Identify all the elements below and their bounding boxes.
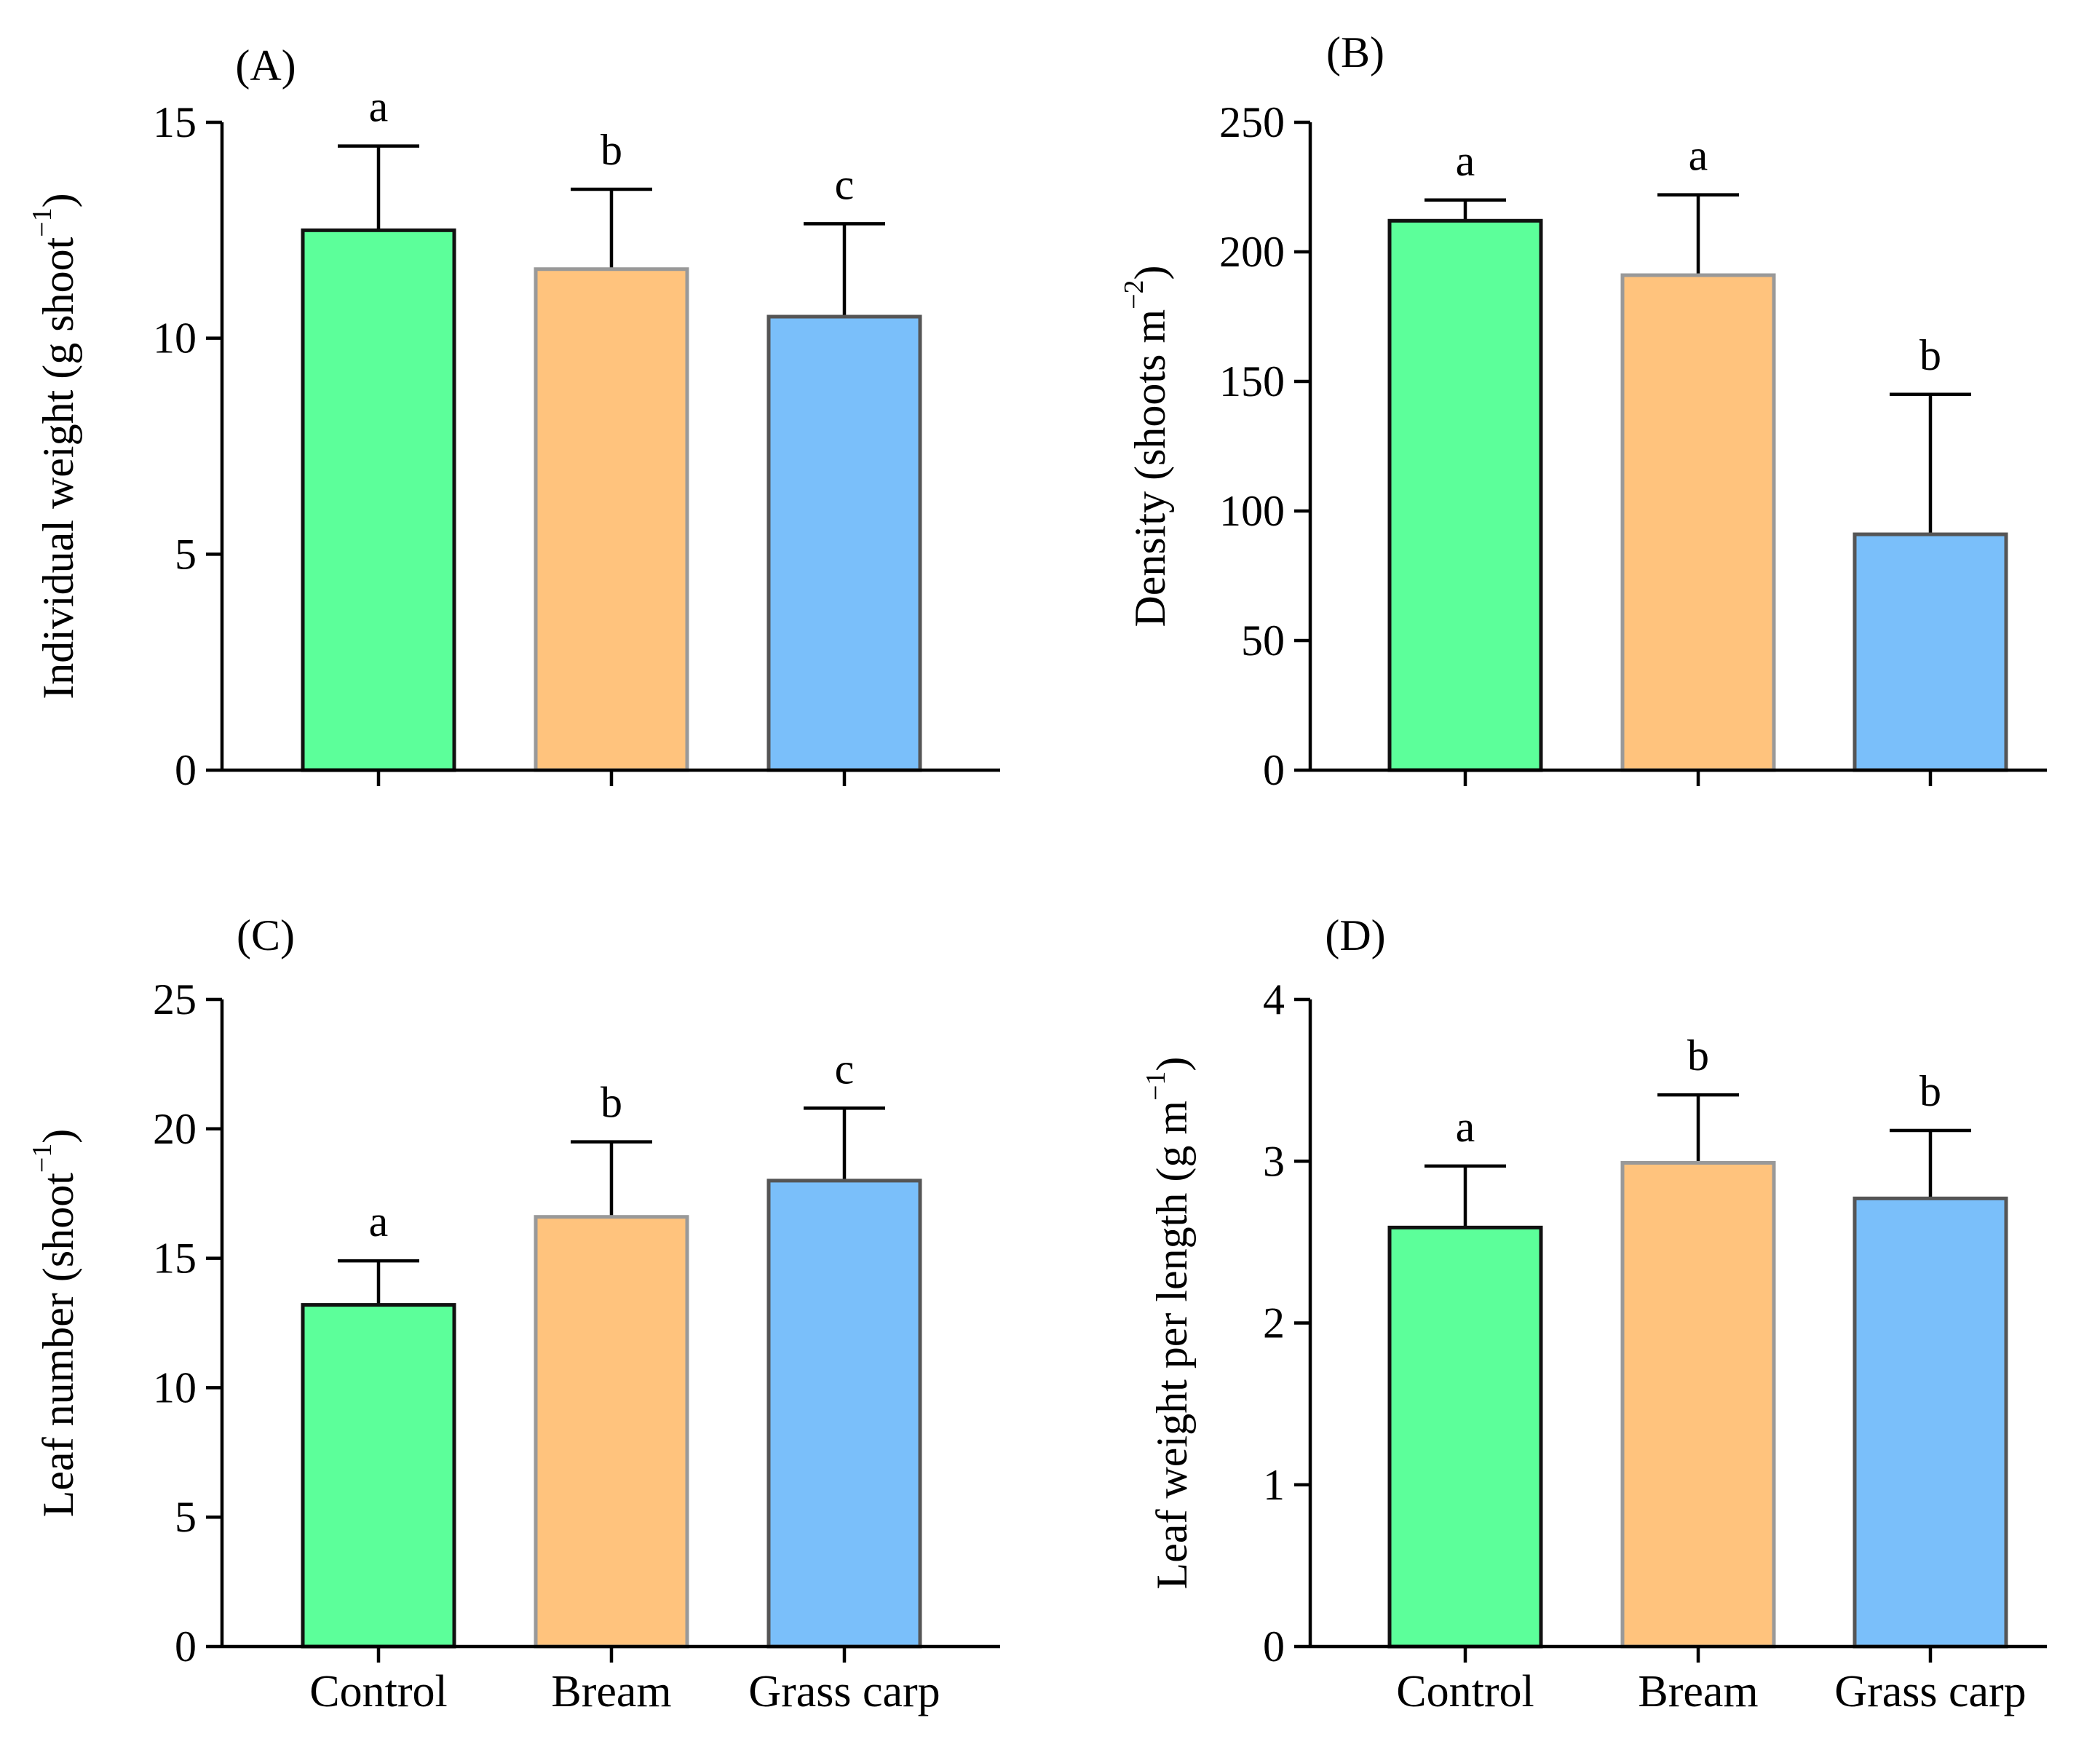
panel-b-ytick-label: 0	[1263, 746, 1285, 794]
panel-d-ytick-label: 0	[1263, 1623, 1285, 1671]
panel-d-y-axis-title: Leaf weight per length (g m−1)	[1141, 1057, 1196, 1590]
panel-a-y-axis-title-close: )	[34, 193, 82, 207]
panel-c-bar-grass-carp	[766, 1178, 922, 1649]
panel-d: (D) a b b 0 1 2 3 4 Control Bream Grass carp Leaf we…	[1141, 911, 2047, 1716]
panel-d-sig-grass-carp: b	[1919, 1067, 1941, 1115]
panel-d-y-axis-title-sup: −1	[1141, 1071, 1171, 1101]
panel-c-category-label-bream: Bream	[551, 1667, 671, 1716]
panel-c-sig-grass-carp: c	[835, 1045, 855, 1093]
panel-a-ytick-label: 5	[175, 530, 197, 578]
panel-b-sig-control: a	[1456, 137, 1475, 185]
panel-b-label: (B)	[1326, 28, 1384, 76]
panel-b-ytick-label: 250	[1219, 98, 1285, 146]
panel-c: (C) a b c 0 5 10 15 20 25 Control Bream Grass carp Le…	[27, 911, 1000, 1716]
panel-b-y-axis-title: Density (shoots m−2)	[1119, 265, 1174, 627]
panel-d-sig-bream: b	[1687, 1031, 1709, 1080]
panel-b: (B) a a b 0 50 100 150 200 250 Density (shoots m−2…	[1119, 28, 2047, 794]
panel-c-category-label-control: Control	[309, 1667, 447, 1716]
panel-d-category-label-bream: Bream	[1638, 1667, 1758, 1716]
panel-b-ytick-label: 150	[1219, 357, 1285, 405]
panel-a-bar-control	[301, 228, 456, 772]
panel-b-ytick-label: 50	[1241, 617, 1285, 665]
panel-c-sig-bream: b	[601, 1079, 622, 1127]
panel-b-ytick-label: 200	[1219, 228, 1285, 276]
panel-c-ytick-label: 25	[153, 975, 197, 1023]
panel-a-bar-bream	[534, 267, 689, 772]
panel-c-bar-bream	[534, 1215, 689, 1649]
panel-d-ytick-label: 3	[1263, 1137, 1285, 1185]
panel-c-ytick-label: 20	[153, 1105, 197, 1153]
panel-c-ytick-label: 15	[153, 1235, 197, 1283]
panel-a-bar-grass-carp	[766, 314, 922, 772]
panel-a-ytick-label: 15	[153, 98, 197, 146]
panel-d-category-label-grass-carp: Grass carp	[1834, 1667, 2026, 1716]
panel-d-bar-control	[1387, 1225, 1543, 1649]
panel-a-y-axis-title-main: Individual weight (g shoot	[34, 237, 82, 699]
panel-b-bar-control	[1387, 218, 1543, 772]
panel-c-bar-control	[301, 1303, 456, 1649]
panel-c-y-axis-title-close: )	[34, 1129, 82, 1144]
panel-a-label: (A)	[235, 41, 296, 90]
panel-a-y-axis-title-sup: −1	[27, 207, 58, 237]
panel-b-y-axis-title-sup: −2	[1119, 280, 1149, 309]
panel-a-ytick-label: 0	[175, 746, 197, 794]
panel-c-sig-control: a	[369, 1197, 389, 1245]
panel-b-ytick-label: 100	[1219, 487, 1285, 535]
panel-b-y-axis-title-close: )	[1126, 265, 1174, 280]
panel-c-ytick-label: 10	[153, 1363, 197, 1411]
panel-b-bar-grass-carp	[1853, 532, 2008, 772]
panel-a-sig-bream: b	[601, 126, 622, 174]
panel-c-y-axis-title: Leaf number (shoot−1)	[27, 1129, 82, 1518]
panel-c-y-axis-title-main: Leaf number (shoot	[34, 1173, 82, 1518]
panel-b-y-axis-title-main: Density (shoots m	[1126, 309, 1174, 627]
panel-a-ytick-label: 10	[153, 314, 197, 363]
panel-a: (A) a b c 0 5 10 15 Individual weight (g shoot−1…	[27, 41, 1000, 794]
panel-b-sig-bream: a	[1689, 132, 1708, 180]
panel-c-ytick-label: 0	[175, 1623, 197, 1671]
panel-c-category-label-grass-carp: Grass carp	[748, 1667, 940, 1716]
panel-c-label: (C)	[237, 911, 295, 959]
panel-d-category-label-control: Control	[1396, 1667, 1534, 1716]
panel-c-y-axis-title-sup: −1	[27, 1144, 58, 1173]
panel-d-bar-grass-carp	[1853, 1196, 2008, 1649]
panel-c-ytick-label: 5	[175, 1493, 197, 1541]
panel-d-ytick-label: 2	[1263, 1299, 1285, 1347]
panel-a-sig-grass-carp: c	[835, 160, 855, 208]
panel-d-y-axis-title-main: Leaf weight per length (g m	[1148, 1101, 1196, 1589]
panel-b-sig-grass-carp: b	[1919, 331, 1941, 379]
panel-d-label: (D)	[1325, 911, 1385, 959]
panel-d-bar-bream	[1620, 1160, 1776, 1649]
panel-d-ytick-label: 4	[1263, 975, 1285, 1023]
panel-d-sig-control: a	[1456, 1103, 1475, 1151]
panel-d-y-axis-title-close: )	[1148, 1057, 1196, 1071]
panel-a-sig-control: a	[369, 83, 389, 131]
panel-b-bar-bream	[1620, 273, 1776, 772]
panel-d-ytick-label: 1	[1263, 1461, 1285, 1509]
panel-a-y-axis-title: Individual weight (g shoot−1)	[27, 193, 82, 699]
